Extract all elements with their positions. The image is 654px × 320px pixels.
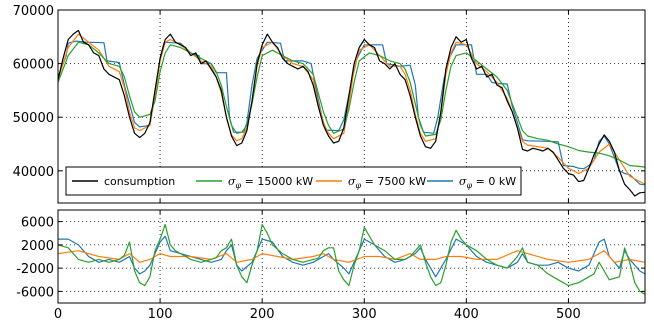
axes-frame [57, 209, 646, 304]
legend-item: σφ = 15000 kW [196, 175, 313, 190]
legend-label: σφ = 15000 kW [228, 175, 313, 190]
x-tick-label: 300 [352, 307, 377, 320]
series-line [58, 33, 645, 185]
legend: consumption σφ = 15000 kW σφ = 7500 kW σφ =… [65, 166, 522, 196]
series-lines [58, 29, 645, 197]
x-tick-label: 400 [454, 307, 479, 320]
x-tick-label: 200 [250, 307, 275, 320]
bottom-panel: -6000 -2000 2000 6000 0 100 200 300 400 500 [16, 209, 646, 320]
series-line [58, 250, 645, 263]
y-tick-label: 70000 [13, 4, 54, 19]
legend-item: σφ = 0 kW [427, 175, 516, 190]
y-tick-label: 60000 [13, 58, 54, 73]
legend-item: σφ = 7500 kW [316, 175, 426, 190]
y-tick-label: 40000 [13, 165, 54, 180]
x-tick-label: 0 [54, 307, 62, 320]
x-tick-label: 500 [556, 307, 581, 320]
y-tick-label: -2000 [16, 262, 54, 277]
series-lines [58, 223, 645, 295]
legend-label: consumption [104, 175, 175, 188]
y-tick-label: 2000 [21, 239, 54, 254]
top-panel: 40000 50000 60000 70000 [13, 4, 646, 204]
grid [57, 210, 645, 303]
legend-item: consumption [72, 175, 175, 188]
series-line [58, 223, 645, 295]
series-line [58, 41, 645, 168]
axes-frame [57, 9, 646, 204]
series-line [58, 40, 645, 186]
series-line [58, 29, 645, 197]
y-tick-label: 50000 [13, 111, 54, 126]
y-tick-label: -6000 [16, 285, 54, 300]
legend-label: σφ = 7500 kW [348, 175, 426, 190]
series-line [58, 235, 645, 278]
legend-label: σφ = 0 kW [459, 175, 516, 190]
y-tick-label: 6000 [21, 216, 54, 231]
x-tick-label: 100 [148, 307, 173, 320]
